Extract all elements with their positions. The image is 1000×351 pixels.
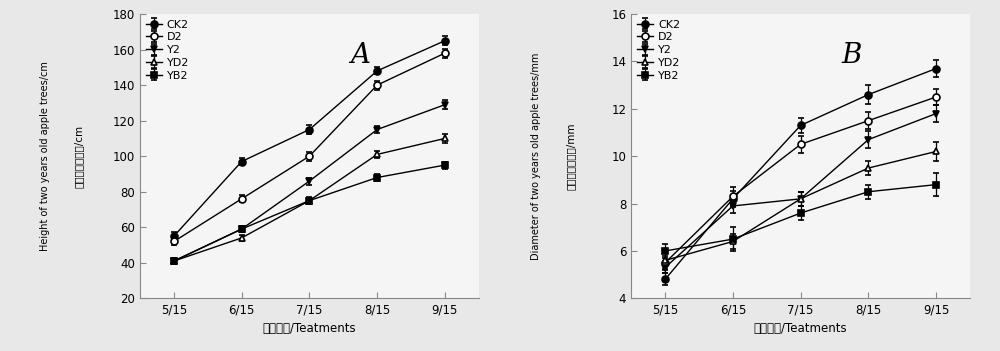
X-axis label: 不同处理/Teatments: 不同处理/Teatments	[754, 322, 847, 335]
Text: 二年生植株株高/cm: 二年生植株株高/cm	[74, 125, 84, 188]
Text: A: A	[350, 42, 370, 69]
Legend: CK2, D2, Y2, YD2, YB2: CK2, D2, Y2, YD2, YB2	[635, 17, 682, 83]
Text: Diameter of two years old apple trees/mm: Diameter of two years old apple trees/mm	[531, 53, 541, 260]
X-axis label: 不同处理/Teatments: 不同处理/Teatments	[263, 322, 356, 335]
Text: 二年生植株径粗/mm: 二年生植株径粗/mm	[565, 122, 575, 190]
Text: B: B	[841, 42, 862, 69]
Text: Height of two years old apple trees/cm: Height of two years old apple trees/cm	[40, 61, 50, 251]
Legend: CK2, D2, Y2, YD2, YB2: CK2, D2, Y2, YD2, YB2	[143, 17, 191, 83]
